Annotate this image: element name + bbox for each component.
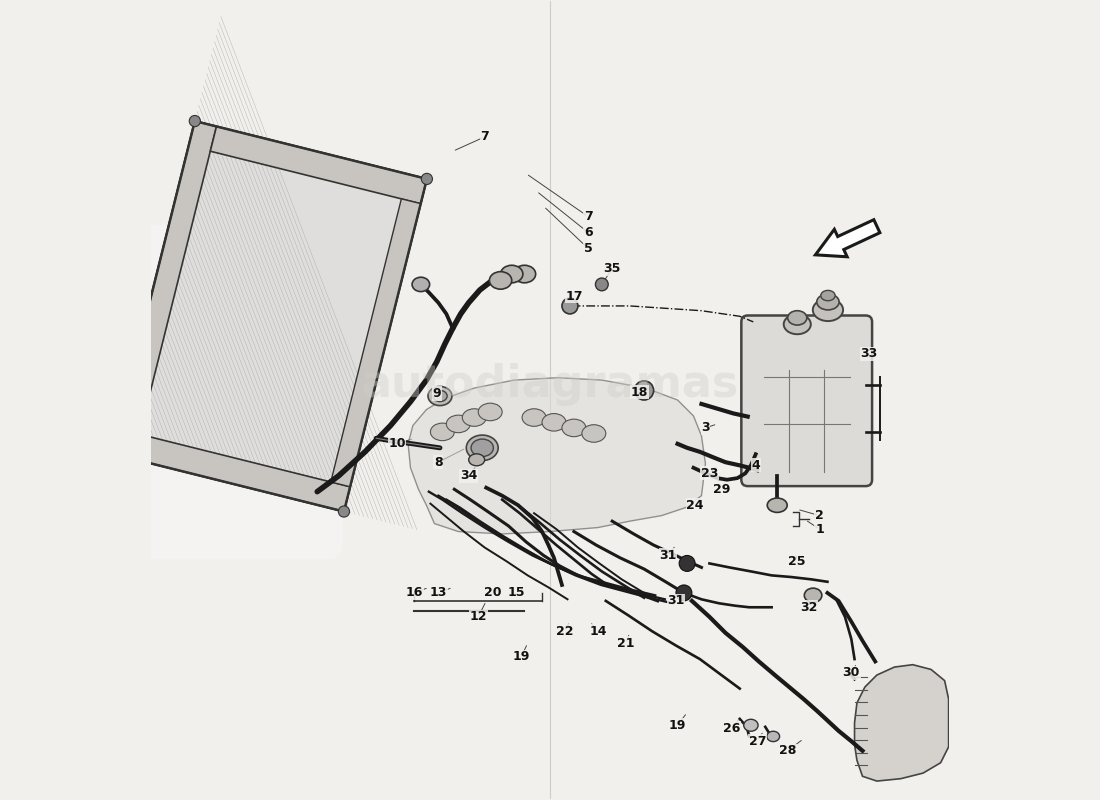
Text: 20: 20: [484, 586, 502, 599]
Polygon shape: [112, 121, 217, 459]
Circle shape: [679, 555, 695, 571]
Ellipse shape: [562, 419, 586, 437]
Ellipse shape: [428, 386, 452, 406]
Polygon shape: [112, 121, 427, 511]
Polygon shape: [133, 434, 350, 511]
Ellipse shape: [432, 390, 448, 402]
Polygon shape: [210, 126, 427, 204]
Polygon shape: [331, 199, 420, 486]
Text: 3: 3: [701, 422, 710, 434]
Ellipse shape: [471, 439, 494, 457]
Text: 28: 28: [779, 744, 796, 758]
Text: 4: 4: [751, 459, 760, 472]
Text: 1: 1: [815, 522, 824, 536]
Text: 34: 34: [460, 470, 477, 482]
Text: 7: 7: [584, 210, 593, 223]
Ellipse shape: [514, 266, 536, 283]
Ellipse shape: [821, 290, 835, 301]
Text: 19: 19: [513, 650, 530, 663]
Ellipse shape: [447, 415, 471, 433]
Circle shape: [562, 298, 578, 314]
Polygon shape: [815, 220, 880, 257]
Text: 33: 33: [860, 347, 878, 360]
Circle shape: [676, 585, 692, 601]
Text: 23: 23: [701, 467, 718, 480]
Circle shape: [339, 506, 350, 517]
Polygon shape: [408, 378, 705, 534]
Text: 13: 13: [430, 586, 447, 599]
FancyBboxPatch shape: [741, 315, 872, 486]
Circle shape: [421, 174, 432, 185]
Text: 9: 9: [432, 387, 441, 400]
Text: 6: 6: [584, 226, 593, 239]
Ellipse shape: [500, 266, 522, 283]
Text: 31: 31: [659, 549, 676, 562]
Ellipse shape: [767, 731, 780, 742]
Ellipse shape: [744, 719, 758, 731]
Text: 24: 24: [686, 498, 704, 512]
Text: 29: 29: [713, 482, 730, 496]
Ellipse shape: [490, 272, 512, 289]
Text: 25: 25: [789, 554, 806, 567]
Circle shape: [189, 115, 200, 126]
FancyBboxPatch shape: [135, 225, 343, 559]
Text: 8: 8: [434, 456, 442, 469]
Text: 15: 15: [508, 586, 526, 599]
Ellipse shape: [788, 310, 806, 325]
Ellipse shape: [466, 435, 498, 461]
Text: 2: 2: [815, 509, 824, 522]
Ellipse shape: [804, 588, 822, 602]
Text: autodiagramas: autodiagramas: [361, 362, 739, 406]
Text: 31: 31: [668, 594, 684, 607]
Text: 22: 22: [556, 625, 573, 638]
Ellipse shape: [813, 298, 843, 321]
Circle shape: [635, 381, 653, 400]
Text: 18: 18: [630, 386, 648, 398]
Circle shape: [107, 448, 118, 459]
Ellipse shape: [430, 423, 454, 441]
Ellipse shape: [767, 498, 788, 513]
Text: 21: 21: [617, 637, 635, 650]
Ellipse shape: [462, 409, 486, 426]
Text: 12: 12: [470, 610, 487, 623]
Text: 19: 19: [669, 718, 686, 732]
Ellipse shape: [412, 278, 430, 291]
Ellipse shape: [522, 409, 546, 426]
Text: 14: 14: [590, 625, 606, 638]
Ellipse shape: [817, 294, 839, 310]
Text: 32: 32: [801, 601, 817, 614]
Ellipse shape: [542, 414, 565, 431]
Text: 26: 26: [723, 722, 740, 735]
Ellipse shape: [783, 314, 811, 334]
Text: 10: 10: [388, 438, 406, 450]
Ellipse shape: [478, 403, 503, 421]
Text: 17: 17: [565, 290, 583, 303]
Text: 16: 16: [406, 586, 424, 599]
Text: 5: 5: [584, 242, 593, 255]
Text: 27: 27: [748, 734, 766, 748]
Polygon shape: [855, 665, 948, 781]
Text: 30: 30: [843, 666, 860, 679]
Ellipse shape: [582, 425, 606, 442]
Text: 35: 35: [604, 262, 620, 275]
Ellipse shape: [469, 454, 485, 466]
Circle shape: [595, 278, 608, 290]
Text: 7: 7: [481, 130, 490, 143]
